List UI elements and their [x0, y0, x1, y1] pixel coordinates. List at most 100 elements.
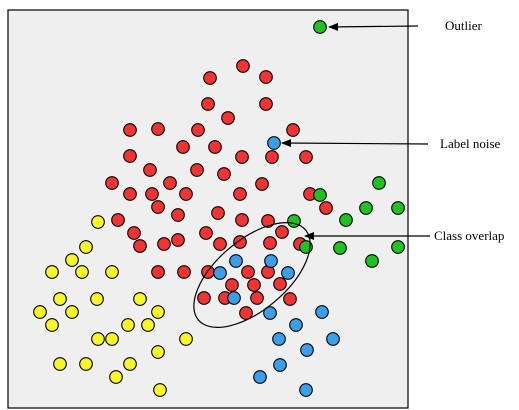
- plot-area: [7, 9, 409, 409]
- red-point: [259, 70, 273, 84]
- red-point: [221, 111, 235, 125]
- red-point: [319, 201, 333, 215]
- label-noise-arrow: [281, 139, 429, 148]
- green-point: [372, 176, 386, 190]
- red-point: [191, 123, 205, 137]
- green-point: [313, 20, 327, 34]
- yellow-point: [75, 265, 89, 279]
- yellow-point: [91, 332, 105, 346]
- yellow-point: [65, 253, 79, 267]
- red-point: [151, 122, 165, 136]
- red-point: [203, 71, 217, 85]
- red-point: [233, 235, 247, 249]
- yellow-point: [109, 370, 123, 384]
- red-point: [233, 187, 247, 201]
- blue-point: [315, 305, 329, 319]
- red-point: [211, 206, 225, 220]
- green-point: [391, 240, 405, 254]
- yellow-point: [33, 305, 47, 319]
- blue-point: [326, 332, 340, 346]
- red-point: [275, 225, 289, 239]
- yellow-point: [123, 357, 137, 371]
- red-point: [171, 233, 185, 247]
- yellow-point: [151, 345, 165, 359]
- green-point: [365, 254, 379, 268]
- yellow-point: [45, 318, 59, 332]
- red-point: [123, 187, 137, 201]
- red-point: [151, 200, 165, 214]
- green-point: [287, 214, 301, 228]
- yellow-point: [79, 240, 93, 254]
- red-point: [286, 123, 300, 137]
- red-point: [176, 140, 190, 154]
- green-point: [339, 213, 353, 227]
- red-point: [179, 187, 193, 201]
- blue-point: [227, 291, 241, 305]
- blue-point: [289, 318, 303, 332]
- red-point: [133, 239, 147, 253]
- red-point: [273, 277, 287, 291]
- red-point: [145, 187, 159, 201]
- blue-point: [263, 306, 277, 320]
- yellow-point: [45, 265, 59, 279]
- red-point: [235, 150, 249, 164]
- red-point: [263, 236, 277, 250]
- yellow-point: [90, 292, 104, 306]
- red-point: [247, 278, 261, 292]
- red-point: [151, 265, 165, 279]
- red-point: [208, 140, 222, 154]
- class-overlap-label: Class overlap: [434, 228, 504, 243]
- yellow-point: [79, 357, 93, 371]
- blue-point: [229, 254, 243, 268]
- red-point: [299, 150, 313, 164]
- red-point: [127, 226, 141, 240]
- blue-point: [273, 358, 287, 372]
- red-point: [259, 97, 273, 111]
- red-point: [261, 214, 275, 228]
- red-point: [123, 149, 137, 163]
- green-point: [391, 201, 405, 215]
- red-point: [235, 213, 249, 227]
- red-point: [250, 291, 264, 305]
- blue-point: [253, 370, 267, 384]
- yellow-point: [179, 332, 193, 346]
- outlier-label: Outlier: [445, 18, 482, 33]
- class-overlap-ellipse: [193, 222, 311, 328]
- red-point: [225, 278, 239, 292]
- outlier-arrow: [328, 22, 419, 31]
- yellow-point: [105, 265, 119, 279]
- red-point: [255, 177, 269, 191]
- red-point: [217, 167, 231, 181]
- red-point: [177, 265, 191, 279]
- blue-point: [264, 254, 278, 268]
- yellow-point: [53, 357, 67, 371]
- red-point: [123, 123, 137, 137]
- yellow-point: [53, 292, 67, 306]
- red-point: [213, 237, 227, 251]
- yellow-point: [65, 305, 79, 319]
- blue-point: [300, 343, 314, 357]
- red-point: [236, 59, 250, 73]
- red-point: [171, 208, 185, 222]
- yellow-point: [141, 318, 155, 332]
- red-point: [197, 291, 211, 305]
- blue-point: [281, 266, 295, 280]
- red-point: [163, 176, 177, 190]
- yellow-point: [91, 215, 105, 229]
- yellow-point: [133, 292, 147, 306]
- red-point: [239, 306, 253, 320]
- red-point: [199, 226, 213, 240]
- label-noise-label: Label noise: [440, 136, 501, 151]
- green-point: [359, 201, 373, 215]
- blue-point: [267, 136, 281, 150]
- red-point: [265, 150, 279, 164]
- points-layer: [33, 20, 405, 397]
- red-point: [143, 163, 157, 177]
- green-point: [333, 241, 347, 255]
- red-point: [190, 163, 204, 177]
- red-point: [283, 292, 297, 306]
- red-point: [157, 237, 171, 251]
- red-point: [201, 97, 215, 111]
- red-point: [105, 176, 119, 190]
